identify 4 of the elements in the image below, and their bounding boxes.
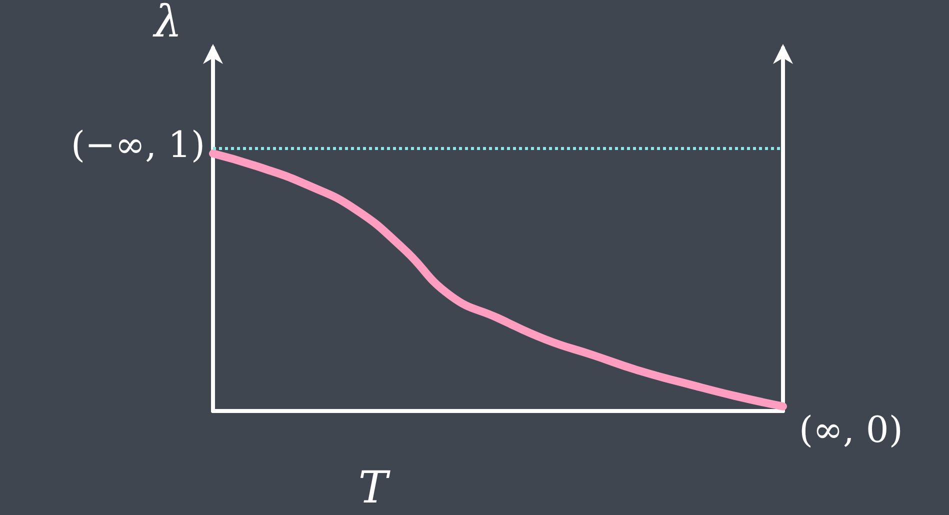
x-axis-title: T [358, 462, 392, 514]
text: (∞, 0) [799, 410, 903, 451]
y-axis-title: λ [152, 0, 182, 48]
text: (−∞, 1) [70, 125, 206, 166]
